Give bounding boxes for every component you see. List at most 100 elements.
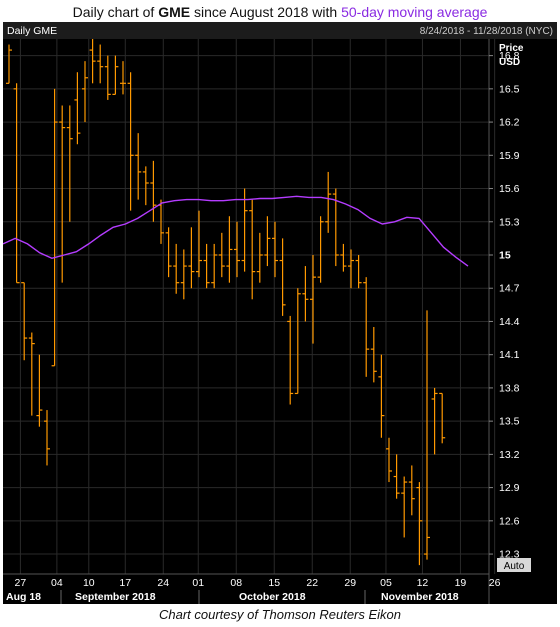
ohlc-bar [112, 55, 119, 95]
title-prefix: Daily chart of [72, 4, 159, 20]
x-tick-label: 01 [192, 577, 204, 589]
x-tick-label: 15 [268, 577, 280, 589]
ohlc-bar [401, 476, 408, 538]
ohlc-bar [325, 171, 332, 233]
ohlc-bar [21, 282, 28, 361]
ohlc-bar [89, 39, 96, 84]
auto-scale-label: Auto [504, 561, 525, 572]
x-tick-label: 05 [380, 577, 392, 589]
x-tick-label: 26 [489, 577, 501, 589]
ohlc-bar [317, 216, 324, 283]
ohlc-bar [249, 199, 256, 300]
y-tick-label: 15 [499, 249, 511, 261]
ohlc-bar [120, 61, 126, 95]
y-tick-label: 13.2 [499, 449, 520, 461]
ohlc-bar [439, 392, 446, 444]
x-tick-label: 08 [230, 577, 242, 589]
y-tick-label: 15.6 [499, 183, 520, 195]
moving-average-line [2, 195, 469, 267]
ohlc-bar [150, 160, 157, 222]
ohlc-bar [104, 55, 111, 100]
ohlc-bar [332, 188, 339, 267]
y-axis-ticks: 16.8 16.5 16.2 15.9 15.6 15.3 15 14.7 14.4 14.1 13… [489, 50, 520, 561]
title-middle: since August 2018 with [190, 4, 342, 20]
month-label: October 2018 [239, 591, 306, 603]
ohlc-bar [408, 465, 415, 516]
y-axis-label-price: Price [499, 43, 524, 54]
ohlc-bar [340, 243, 347, 272]
y-tick-label: 15.9 [499, 150, 520, 162]
ohlc-bar [355, 254, 362, 289]
ohlc-bar [294, 288, 301, 395]
chart-date-range: 8/24/2018 - 11/28/2018 (NYC) [420, 26, 553, 37]
ohlc-bar [211, 243, 218, 289]
y-tick-label: 14.7 [499, 283, 520, 295]
chart-svg: Daily GME 8/24/2018 - 11/28/2018 (NYC) P… [2, 22, 557, 604]
ohlc-bar [36, 354, 43, 427]
x-axis-ticks: 27 04 10 17 24 01 08 15 22 29 05 12 19 26 [15, 577, 501, 589]
ohlc-bar [44, 410, 50, 466]
y-tick-label: 12.3 [499, 549, 520, 561]
ohlc-bar [180, 249, 187, 300]
ohlc-bar [287, 315, 294, 405]
x-tick-label: 22 [306, 577, 318, 589]
ohlc-bar [74, 72, 81, 145]
ohlc-bar [6, 44, 12, 84]
ohlc-bar [173, 243, 180, 294]
y-tick-label: 14.4 [499, 316, 520, 328]
ohlc-bar [59, 105, 66, 283]
ohlc-bar [188, 227, 195, 289]
ohlc-bar [256, 232, 263, 283]
ohlc-bar [82, 61, 88, 123]
ohlc-bar [393, 454, 400, 499]
y-tick-label: 16.2 [499, 117, 520, 129]
price-bars [6, 39, 446, 566]
y-tick-label: 13.5 [499, 416, 520, 428]
chart-title: Daily chart of GME since August 2018 wit… [0, 4, 560, 20]
ohlc-bar [165, 227, 172, 278]
ohlc-bar [348, 249, 354, 289]
x-tick-label: 12 [417, 577, 429, 589]
ohlc-bar [142, 166, 149, 206]
ohlc-bar [310, 254, 316, 344]
ohlc-bar [28, 332, 35, 416]
ohlc-bar [218, 232, 225, 278]
x-tick-label: 10 [83, 577, 95, 589]
ohlc-bar [203, 243, 210, 289]
month-label: November 2018 [381, 591, 459, 603]
x-axis-months: Aug 18 September 2018 October 2018 November… [6, 590, 459, 604]
chart-header-label: Daily GME [7, 25, 57, 37]
y-axis-label-currency: USD [499, 57, 520, 68]
title-moving-average: 50-day moving average [341, 4, 488, 20]
grid-lines [3, 39, 496, 574]
ohlc-bar [234, 221, 240, 278]
x-tick-label: 04 [51, 577, 63, 589]
ohlc-bar [424, 310, 430, 560]
y-tick-label: 13.8 [499, 382, 520, 394]
y-tick-label: 16.8 [499, 50, 520, 62]
chart-caption: Chart courtesy of Thomson Reuters Eikon [158, 607, 402, 622]
y-tick-label: 15.3 [499, 216, 520, 228]
ohlc-bar [241, 188, 248, 272]
ohlc-bar [370, 326, 377, 383]
auto-scale-button[interactable] [497, 558, 531, 572]
ohlc-bar [264, 216, 271, 267]
ohlc-bar [279, 238, 286, 316]
ohlc-bar [127, 72, 134, 211]
y-tick-label: 16.5 [499, 83, 520, 95]
y-tick-label: 12.6 [499, 515, 520, 527]
ohlc-bar [363, 277, 370, 377]
ohlc-bar [97, 44, 104, 84]
ohlc-bar [416, 482, 423, 566]
y-tick-label: 14.1 [499, 349, 520, 361]
chart-panel: Daily GME 8/24/2018 - 11/28/2018 (NYC) P… [2, 22, 557, 604]
ohlc-bar [51, 88, 58, 367]
x-tick-label: 29 [344, 577, 356, 589]
month-label: September 2018 [75, 591, 156, 603]
title-ticker: GME [158, 4, 191, 20]
ohlc-bar [272, 221, 278, 278]
month-label: Aug 18 [6, 591, 41, 603]
ohlc-bar [431, 387, 438, 455]
ohlc-bar [226, 216, 233, 283]
y-tick-label: 12.9 [499, 482, 520, 494]
